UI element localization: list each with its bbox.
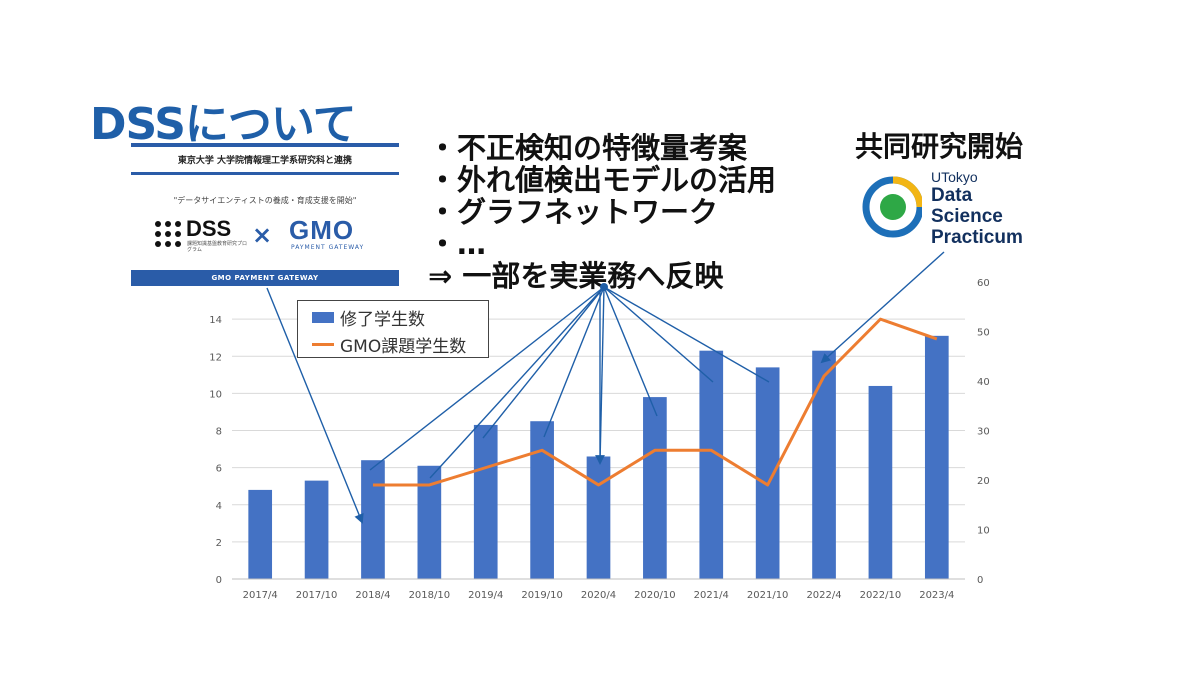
x-tick-label: 2023/4: [919, 590, 954, 601]
banner-heading: 東京大学 大学院情報理工学系研究科と連携: [131, 153, 399, 175]
research-bullets: ・不正検知の特徴量考案 ・外れ値検出モデルの活用 ・グラフネットワーク ・… ⇒…: [428, 132, 776, 292]
annotation-line: [429, 286, 605, 479]
x-tick-label: 2020/10: [634, 590, 676, 601]
annotation-arrow: [820, 251, 945, 364]
legend-swatch-line: [312, 343, 334, 346]
y-right-tick-label: 60: [977, 278, 990, 289]
x-tick-label: 2017/10: [296, 590, 338, 601]
bar: [755, 367, 780, 579]
gmo-logo-subtext: PAYMENT GATEWAY: [291, 244, 365, 251]
y-left-tick-label: 4: [216, 501, 222, 512]
series-line: [372, 317, 938, 487]
bullet-item: ・グラフネットワーク: [428, 195, 719, 229]
annotation-line: [603, 286, 714, 383]
dss-logo-text: DSS: [186, 216, 232, 241]
utokyo-logo-line1: UTokyo: [931, 169, 978, 185]
dss-dots-icon: [155, 221, 181, 247]
annotation-line: [369, 286, 605, 471]
x-tick-label: 2021/10: [747, 590, 789, 601]
bar: [248, 489, 273, 579]
y-left-tick-label: 6: [216, 464, 222, 475]
y-left-tick-label: 0: [216, 575, 222, 586]
utokyo-logo-line4: Practicum: [931, 227, 1023, 248]
utokyo-logo-line2: Data: [931, 185, 973, 206]
bullet-item: ・不正検知の特徴量考案: [428, 131, 748, 165]
y-left-tick-label: 10: [209, 389, 222, 400]
y-right-tick-label: 30: [977, 427, 990, 438]
annotation-line: [603, 286, 770, 383]
x-tick-label: 2019/4: [468, 590, 503, 601]
bar: [473, 424, 498, 579]
annotation-arrow: [266, 287, 364, 524]
bar: [699, 350, 724, 579]
legend-item-line: GMO課題学生数: [312, 332, 466, 357]
x-tick-label: 2020/4: [581, 590, 616, 601]
bar: [304, 480, 329, 579]
legend-swatch-bar: [312, 312, 334, 323]
bar: [530, 421, 554, 579]
y-left-tick-label: 2: [216, 538, 222, 549]
y-right-tick-label: 20: [977, 476, 990, 487]
gmo-logo-text: GMO: [289, 215, 355, 245]
dss-logo-subtext: 課題知識基盤教育研究プログラム: [187, 241, 248, 253]
joint-research-label: 共同研究開始: [855, 130, 1024, 163]
x-tick-label: 2018/4: [355, 590, 390, 601]
bar: [417, 465, 442, 579]
annotation-line: [482, 286, 605, 439]
bar: [924, 335, 949, 579]
y-left-tick-label: 14: [209, 315, 222, 326]
bullet-item: ⇒ 一部を実業務へ反映: [428, 259, 724, 293]
dss-logo: DSS 課題知識基盤教育研究プログラム: [153, 216, 247, 253]
bullet-item: ・…: [428, 227, 487, 261]
page-title: DSSについて: [90, 99, 357, 150]
x-tick-label: 2019/10: [521, 590, 563, 601]
bar: [586, 456, 611, 579]
annotation-line: [603, 286, 658, 417]
dss-gmo-banner: 東京大学 大学院情報理工学系研究科と連携 "データサイエンティストの養成・育成支…: [131, 143, 399, 286]
y-left-tick-label: 12: [209, 352, 222, 363]
legend-label: 修了学生数: [340, 310, 425, 330]
utokyo-logo-line3: Science: [931, 206, 1003, 227]
banner-footer: GMO PAYMENT GATEWAY: [131, 270, 399, 286]
legend-item-bar: 修了学生数: [312, 305, 425, 330]
x-tick-label: 2018/10: [409, 590, 451, 601]
y-right-tick-label: 0: [977, 575, 983, 586]
times-symbol: ×: [252, 221, 273, 249]
bar: [868, 385, 893, 579]
utokyo-logo-text: UTokyo Data Science Practicum: [931, 169, 1023, 249]
legend-label: GMO課題学生数: [340, 337, 467, 357]
bullet-item: ・外れ値検出モデルの活用: [428, 163, 777, 197]
bar: [361, 460, 385, 579]
y-right-tick-label: 10: [977, 526, 990, 537]
utokyo-ring-icon: [862, 176, 922, 238]
y-left-tick-label: 8: [216, 427, 222, 438]
bar: [812, 350, 836, 579]
y-right-tick-label: 50: [977, 328, 990, 339]
chart-legend: 修了学生数 GMO課題学生数: [297, 300, 489, 358]
y-right-tick-label: 40: [977, 377, 990, 388]
x-tick-label: 2022/4: [806, 590, 841, 601]
bar: [643, 397, 667, 579]
x-tick-label: 2022/10: [860, 590, 902, 601]
x-tick-label: 2021/4: [694, 590, 729, 601]
banner-subtitle: "データサイエンティストの養成・育成支援を開始": [173, 196, 357, 205]
annotation-line: [543, 286, 605, 438]
x-tick-label: 2017/4: [243, 590, 278, 601]
